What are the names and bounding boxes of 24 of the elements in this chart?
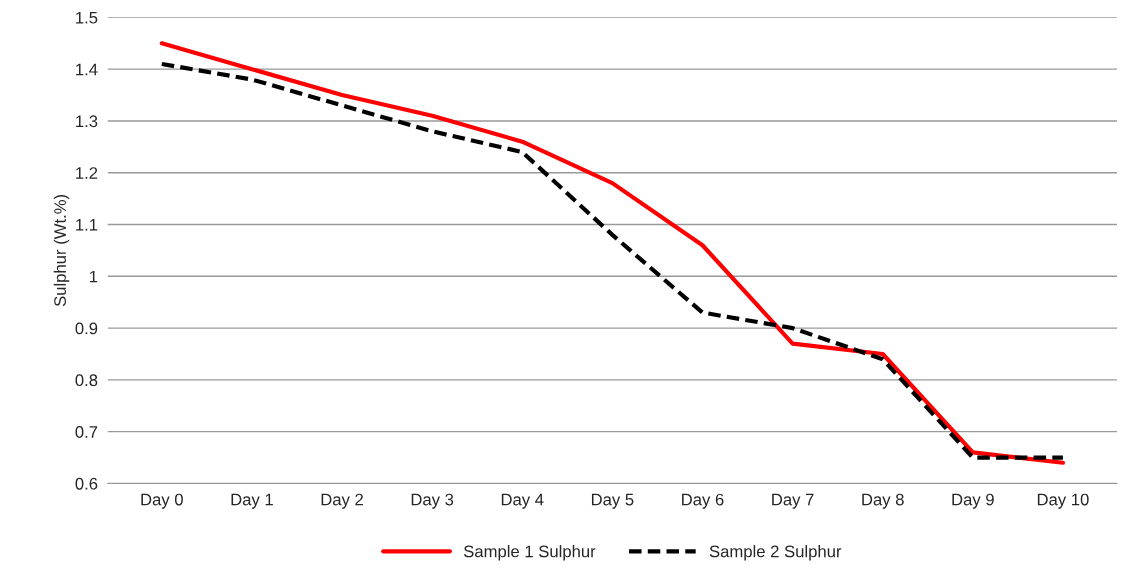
legend-label: Sample 2 Sulphur	[709, 545, 842, 561]
y-tick-label: 0.7	[75, 426, 98, 438]
x-tick-label: Day 6	[682, 493, 724, 509]
y-tick-label: 1.2	[76, 167, 98, 179]
legend-label: Sample 1 Sulphur	[463, 545, 596, 561]
x-tick-label: Day 8	[862, 493, 904, 509]
x-tick-label: Day 3	[411, 493, 454, 509]
y-tick-label: 0.6	[75, 477, 98, 490]
y-tick-label: 1.5	[76, 11, 98, 24]
y-tick-label: 1	[90, 270, 98, 283]
y-tick-label: 1.3	[76, 115, 98, 128]
x-tick-label: Day 7	[772, 493, 814, 509]
x-tick-label: Day 4	[501, 493, 544, 509]
y-tick-label: 0.9	[75, 322, 98, 335]
x-tick-label: Day 2	[321, 493, 363, 509]
x-tick-label: Day 9	[952, 493, 994, 509]
y-tick-label: 1.4	[76, 63, 98, 76]
x-tick-label: Day 0	[141, 493, 183, 509]
y-axis-title: Sulphur (Wt.%)	[53, 194, 70, 307]
x-tick-label: Day 10	[1037, 493, 1089, 509]
y-tick-label: 0.8	[75, 374, 98, 387]
y-tick-label: 1.1	[76, 219, 98, 231]
x-tick-label: Day 5	[591, 493, 634, 509]
x-tick-label: Day 1	[231, 493, 273, 509]
